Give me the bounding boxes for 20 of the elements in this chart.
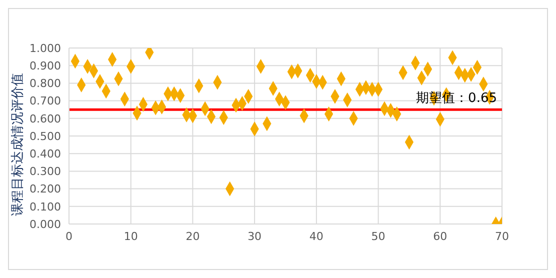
- x-tick-label: 0: [66, 230, 72, 243]
- y-tick-label: 0.200: [30, 182, 61, 196]
- x-tick-label: 10: [124, 230, 138, 243]
- y-tick-label: 0.500: [30, 130, 61, 143]
- y-tick-label: 0.900: [30, 60, 61, 73]
- x-tick-label: 50: [371, 230, 386, 243]
- y-tick-label: 0.300: [30, 165, 61, 178]
- x-tick-label: 70: [495, 230, 509, 243]
- y-tick-label: 0.700: [30, 94, 61, 108]
- y-tick-label: 0.000: [30, 218, 61, 231]
- x-tick-label: 40: [309, 230, 324, 243]
- y-tick-label: 0.600: [30, 112, 61, 126]
- y-tick-label: 0.400: [30, 148, 61, 161]
- y-tick-label: 0.800: [30, 77, 61, 90]
- x-tick-label: 30: [248, 230, 262, 243]
- y-axis-title: 课程目标达成情况评价值: [10, 73, 26, 216]
- x-tick-label: 60: [433, 230, 448, 243]
- y-tick-label: 1.000: [30, 42, 61, 55]
- y-tick-label: 0.100: [30, 200, 61, 214]
- x-tick-label: 20: [186, 230, 200, 243]
